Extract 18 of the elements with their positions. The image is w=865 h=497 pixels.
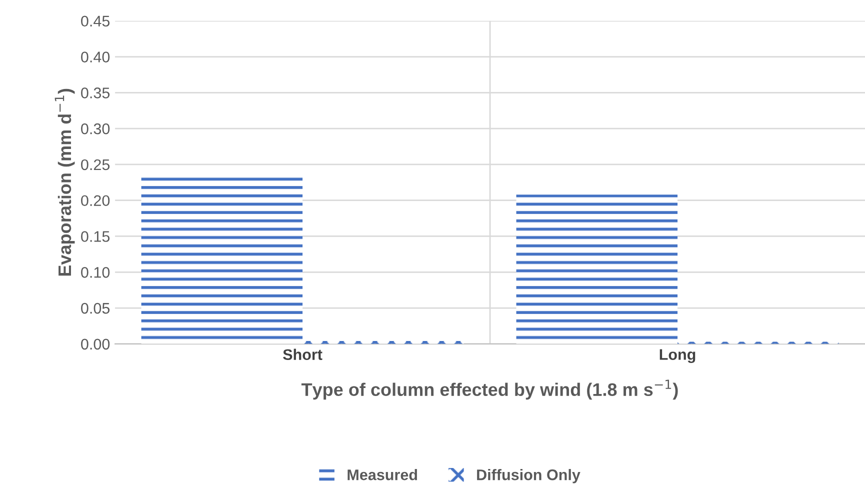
bar — [516, 194, 678, 344]
legend-label: Measured — [348, 469, 417, 480]
y-tick-label: 0.20 — [81, 195, 110, 206]
y-tick-label: 0.15 — [81, 231, 110, 242]
y-tick-label: 0.35 — [81, 88, 110, 98]
legend-label: Diffusion Only — [477, 469, 580, 484]
y-tick-label: 0.30 — [81, 123, 110, 134]
x-tick-label: Long — [660, 349, 696, 364]
y-tick-label: 0.40 — [81, 52, 110, 62]
y-tick-label: 0.00 — [81, 338, 110, 350]
y-tick-label: 0.10 — [81, 267, 110, 278]
bar — [141, 176, 303, 344]
x-tick-label: Short — [283, 348, 322, 360]
y-axis-title: Evaporation (mm d$^{−1}$) — [54, 88, 75, 276]
y-tick-label: 0.45 — [81, 16, 110, 27]
y-tick-label: 0.25 — [81, 159, 110, 170]
x-axis-title: Type of column effected by wind (1.8 m s$^{−1}$) — [301, 380, 678, 400]
y-tick-label: 0.05 — [81, 302, 110, 314]
